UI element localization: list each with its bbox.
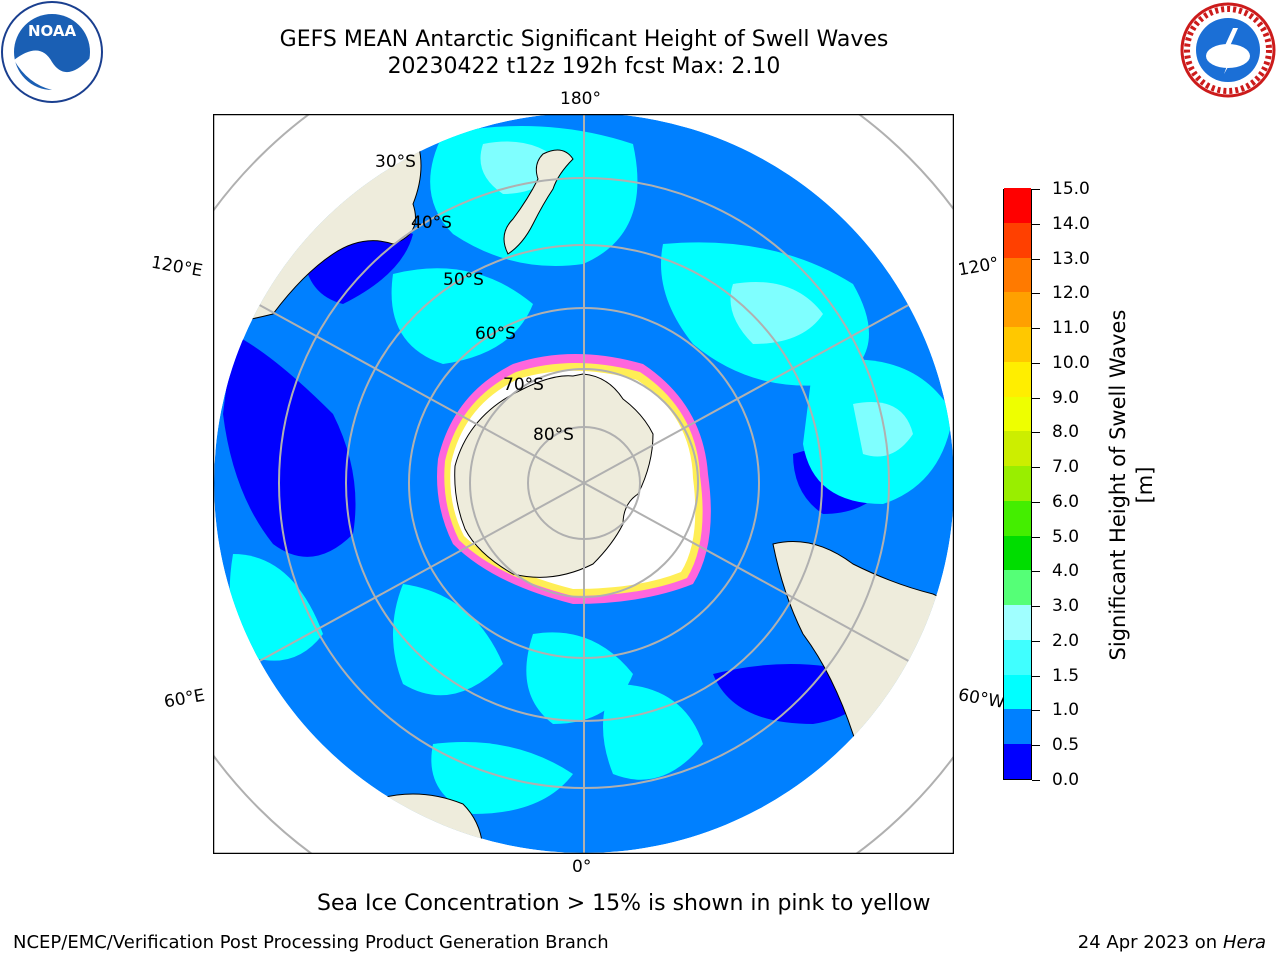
colorbar-tick-label: 4.0 (1052, 561, 1080, 582)
colorbar-segment (1004, 743, 1031, 779)
colorbar-tick-label: 8.0 (1052, 422, 1080, 443)
lat-label-80s: 80°S (533, 425, 574, 445)
lat-label-60s: 60°S (475, 324, 516, 344)
swell-mid-south (393, 584, 503, 696)
map-subtitle: 20230422 t12z 192h fcst Max: 2.10 (387, 54, 781, 79)
colorbar-tick-label: 5.0 (1052, 526, 1080, 547)
colorbar-tick (1032, 675, 1040, 677)
lon-label-60e: 60°E (162, 685, 207, 713)
colorbar-segment (1004, 604, 1031, 640)
colorbar-tick (1032, 710, 1040, 712)
noaa-logo-text: NOAA (28, 22, 77, 40)
colorbar-tick-label: 11.0 (1052, 318, 1090, 339)
colorbar-segment (1004, 709, 1031, 745)
colorbar-tick-label: 1.0 (1052, 700, 1080, 721)
colorbar-tick (1032, 189, 1040, 190)
map-panel: 30°S 40°S 50°S 60°S 70°S 80°S (213, 114, 954, 854)
lat-label-70s: 70°S (503, 375, 544, 395)
colorbar-tick-label: 6.0 (1052, 491, 1080, 512)
colorbar-tick-label: 15.0 (1052, 179, 1090, 199)
swell-mid-central (391, 268, 533, 364)
swell-mid-south-east (603, 684, 703, 780)
colorbar-tick (1032, 362, 1040, 364)
swell-mid-southwest (229, 554, 323, 661)
swell-low-southeast (713, 664, 865, 724)
colorbar-tick-label: 2.0 (1052, 630, 1080, 651)
colorbar-tick-label: 7.0 (1052, 457, 1080, 478)
lon-label-top: 180° (560, 89, 601, 109)
colorbar-tick (1032, 258, 1040, 260)
lon-label-120e: 120°E (149, 252, 205, 282)
colorbar-tick-label: 0.5 (1052, 735, 1080, 756)
colorbar-tick (1032, 223, 1040, 225)
colorbar-tick (1032, 571, 1040, 573)
colorbar (1003, 187, 1032, 780)
footer-credit: NCEP/EMC/Verification Post Processing Pr… (13, 932, 609, 953)
colorbar-tick (1032, 293, 1040, 295)
colorbar-segment (1004, 257, 1031, 293)
lat-label-30s: 30°S (375, 152, 416, 172)
colorbar-segment (1004, 396, 1031, 432)
map-title-block: GEFS MEAN Antarctic Significant Height o… (184, 26, 984, 80)
lon-label-bottom: 0° (572, 857, 592, 877)
lat-label-40s: 40°S (411, 213, 452, 233)
swell-high-east (853, 402, 913, 457)
colorbar-tick-label: 1.5 (1052, 665, 1080, 686)
colorbar-tick (1032, 328, 1040, 330)
colorbar-tick (1032, 467, 1040, 469)
colorbar-tick (1032, 536, 1040, 538)
colorbar-segment (1004, 291, 1031, 328)
colorbar-segment (1004, 674, 1031, 710)
colorbar-tick (1032, 397, 1040, 399)
colorbar-segment (1004, 430, 1031, 467)
graticule (214, 114, 954, 853)
colorbar-segment (1004, 465, 1031, 501)
lon-label-60w: 60°W (956, 685, 1007, 713)
national-weather-service-logo (1180, 2, 1276, 98)
colorbar-segment (1004, 222, 1031, 258)
map-canvas (213, 114, 954, 854)
swell-mid-far-south (431, 742, 573, 814)
colorbar-segment (1004, 187, 1031, 223)
swell-low-west (223, 334, 356, 557)
meridian-60e-120w (214, 273, 954, 693)
colorbar-tick (1032, 780, 1040, 781)
noaa-logo: NOAA (1, 1, 103, 103)
colorbar-tick-label: 13.0 (1052, 248, 1090, 269)
colorbar-tick-label: 10.0 (1052, 352, 1090, 373)
colorbar-tick-label: 0.0 (1052, 770, 1080, 790)
colorbar-tick (1032, 432, 1040, 434)
colorbar-segment (1004, 639, 1031, 675)
colorbar-title: Significant Height of Swell Waves [m] (1106, 309, 1157, 661)
footer-machine: Hera (1222, 932, 1266, 953)
footer-date-text: 24 Apr 2023 on (1077, 932, 1223, 953)
colorbar-tick-label: 9.0 (1052, 387, 1080, 408)
colorbar-tick (1032, 745, 1040, 747)
colorbar-segment (1004, 361, 1031, 397)
colorbar-tick (1032, 640, 1040, 642)
colorbar-tick-label: 3.0 (1052, 596, 1080, 617)
colorbar-segment (1004, 535, 1031, 571)
colorbar-tick (1032, 606, 1040, 608)
colorbar-segment (1004, 569, 1031, 606)
colorbar-segment (1004, 500, 1031, 536)
footer-date: 24 Apr 2023 on Hera (1078, 932, 1266, 954)
colorbar-segment (1004, 326, 1031, 362)
colorbar-tick (1032, 501, 1040, 503)
swell-high-northeast (730, 282, 823, 344)
lon-label-120w: 120° (956, 253, 1001, 281)
colorbar-tick-label: 12.0 (1052, 283, 1090, 304)
lat-label-50s: 50°S (443, 270, 484, 290)
map-frame (213, 114, 954, 854)
colorbar-tick-label: 14.0 (1052, 213, 1090, 234)
map-title: GEFS MEAN Antarctic Significant Height o… (279, 27, 889, 52)
sea-ice-note: Sea Ice Concentration > 15% is shown in … (317, 891, 931, 916)
